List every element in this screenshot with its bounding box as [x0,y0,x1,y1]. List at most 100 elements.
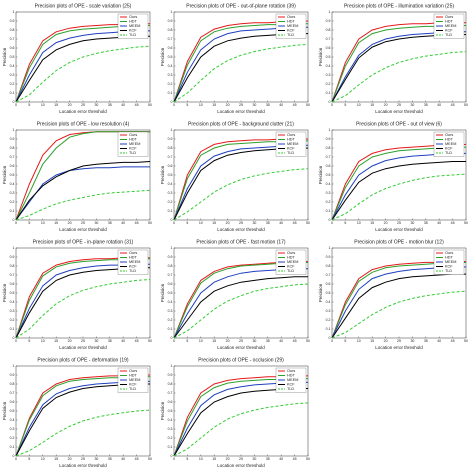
y-tick-label: 0.2 [168,436,173,440]
x-tick-label: 30 [252,339,256,343]
legend-label: TLD [445,269,452,273]
x-tick-label: 5 [28,339,30,343]
legend-label: KCF [287,383,295,387]
x-tick-label: 50 [148,457,152,461]
x-tick-label: 35 [108,103,112,107]
x-axis-label: Location error threshold [217,345,265,350]
x-tick-label: 5 [28,221,30,225]
y-axis-label: Precision [318,165,323,184]
y-tick-label: 0.7 [168,273,173,277]
chart-title: Precision plots of OPE - deformation (19… [37,357,128,363]
y-tick-label: 0.9 [326,255,331,259]
series-line [173,402,309,457]
y-tick-label: 0.1 [10,91,15,95]
x-tick-label: 20 [68,103,72,107]
legend-label: Ours [445,15,453,19]
y-tick-label: 0.8 [326,28,331,32]
y-tick-label: 0.3 [168,73,173,77]
y-tick-label: 0.5 [326,291,331,295]
y-tick-label: 0.5 [326,55,331,59]
x-tick-label: 15 [212,221,216,225]
y-tick-label: 0 [171,336,173,340]
y-tick-label: 0.7 [10,391,15,395]
y-tick-label: 0.8 [10,28,15,32]
y-tick-label: 0.9 [326,137,331,141]
y-tick-label: 0.2 [168,318,173,322]
legend-label: KCF [129,29,137,33]
legend-label: Ours [287,133,295,137]
x-tick-label: 35 [424,103,428,107]
x-tick-label: 45 [135,221,139,225]
y-tick-label: 0.7 [168,155,173,159]
series-line [173,276,308,339]
x-tick-label: 5 [344,221,346,225]
series-line [15,161,151,221]
x-tick-label: 5 [28,103,30,107]
chart-title: Precision plots of OPE - occlusion (29) [198,357,284,363]
x-tick-label: 35 [424,339,428,343]
legend-label: HDT [129,138,137,142]
y-tick-label: 0 [171,454,173,458]
series-line [331,51,467,103]
series-line [331,273,466,339]
x-tick-label: 10 [41,221,45,225]
legend-label: KCF [287,147,295,151]
y-tick-label: 0.1 [168,91,173,95]
x-tick-label: 10 [357,221,361,225]
legend-label: Ours [129,133,137,137]
x-tick-label: 0 [173,103,175,107]
legend-label: Ours [445,133,453,137]
y-axis-label: Precision [2,47,7,66]
chart-title: Precision plots of OPE - in-plane rotati… [33,239,134,245]
chart-title: Precision plots of OPE - background clut… [188,121,294,127]
x-tick-label: 15 [54,339,58,343]
x-tick-label: 30 [94,221,98,225]
y-tick-label: 1 [13,128,15,132]
y-tick-label: 0.9 [168,255,173,259]
series-line [15,409,151,457]
x-tick-label: 25 [239,221,243,225]
series-line [331,290,467,339]
x-tick-label: 0 [15,339,17,343]
y-tick-label: 0.6 [10,46,15,50]
series-line [15,189,151,221]
y-tick-label: 0.5 [10,409,15,413]
y-axis-label: Precision [318,47,323,66]
x-axis-label: Location error threshold [375,227,423,232]
x-tick-label: 0 [173,221,175,225]
x-tick-label: 35 [108,339,112,343]
x-tick-label: 5 [186,457,188,461]
x-axis-label: Location error threshold [59,345,107,350]
x-tick-label: 45 [293,221,297,225]
y-tick-label: 0 [329,336,331,340]
y-tick-label: 0.4 [10,300,15,304]
x-tick-label: 50 [306,457,310,461]
x-tick-label: 50 [148,339,152,343]
x-tick-label: 20 [384,339,388,343]
y-tick-label: 0 [13,100,15,104]
legend-label: MEEM [287,24,298,28]
y-tick-label: 0.6 [10,400,15,404]
x-axis-label: Location error threshold [59,109,107,114]
x-tick-label: 5 [186,103,188,107]
y-tick-label: 1 [13,10,15,14]
x-tick-label: 0 [15,457,17,461]
x-tick-label: 50 [306,339,310,343]
y-tick-label: 0.2 [326,200,331,204]
x-tick-label: 35 [266,221,270,225]
x-tick-label: 35 [266,103,270,107]
legend-label: HDT [287,20,295,24]
x-tick-label: 40 [437,103,441,107]
x-tick-label: 25 [81,221,85,225]
x-tick-label: 25 [81,457,85,461]
legend-label: KCF [445,265,453,269]
x-tick-label: 10 [199,221,203,225]
legend-label: MEEM [445,24,456,28]
y-tick-label: 0 [13,336,15,340]
x-tick-label: 5 [28,457,30,461]
x-tick-label: 30 [410,221,414,225]
series-line [15,45,151,103]
x-tick-label: 40 [279,103,283,107]
y-tick-label: 0.2 [10,436,15,440]
